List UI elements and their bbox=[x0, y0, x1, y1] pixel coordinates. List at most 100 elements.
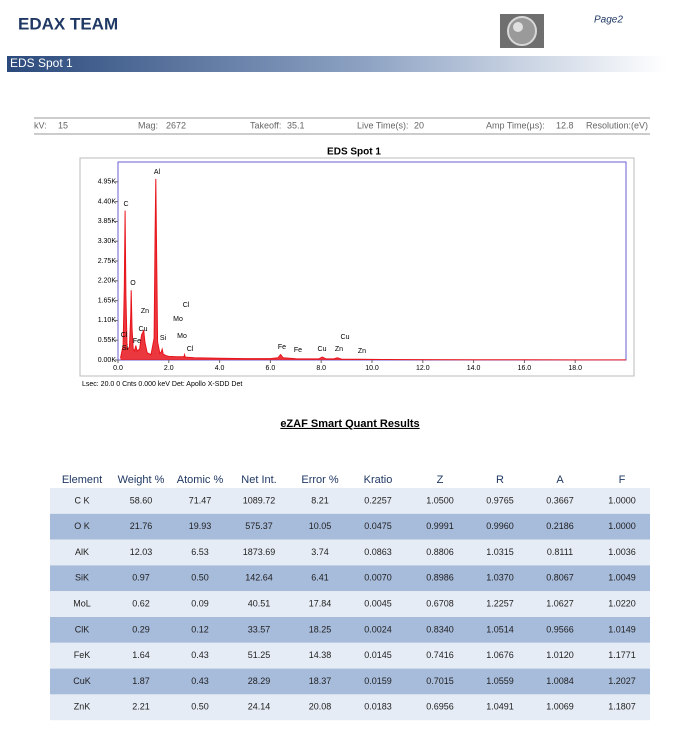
x-tick-label: 10.0 bbox=[365, 365, 379, 372]
x-tick-label: 12.0 bbox=[416, 365, 430, 372]
y-tick-label: 1.65K bbox=[98, 297, 117, 304]
banner-text: EDS Spot 1 bbox=[10, 56, 73, 70]
peak-label: Zn bbox=[141, 308, 149, 315]
peak-label: O bbox=[130, 280, 136, 287]
table-cell: 0.0475 bbox=[364, 521, 392, 531]
table-cell: 575.37 bbox=[245, 521, 273, 531]
column-header: Z bbox=[437, 474, 444, 486]
table-cell: 28.29 bbox=[248, 676, 271, 686]
table-cell: 1.0000 bbox=[608, 521, 636, 531]
table-cell: C K bbox=[74, 495, 89, 505]
table-cell: 0.0070 bbox=[364, 573, 392, 583]
table-cell: 1.0000 bbox=[608, 495, 636, 505]
peak-label: Cu bbox=[318, 346, 327, 353]
table-row bbox=[50, 488, 650, 514]
x-tick-label: 6.0 bbox=[266, 365, 276, 372]
table-cell: 1.0627 bbox=[546, 598, 574, 608]
y-tick-label: 0.00K bbox=[98, 357, 117, 364]
table-cell: ClK bbox=[75, 624, 90, 634]
y-tick-label: 2.75K bbox=[98, 258, 117, 265]
table-cell: 8.21 bbox=[311, 495, 329, 505]
plot-area bbox=[117, 161, 627, 361]
y-tick-label: 2.20K bbox=[98, 278, 117, 285]
table-cell: 33.57 bbox=[248, 624, 271, 634]
y-tick-label: 3.30K bbox=[98, 238, 117, 245]
table-cell: 1.1771 bbox=[608, 650, 636, 660]
table-cell: O K bbox=[74, 521, 90, 531]
table-cell: 0.62 bbox=[132, 598, 150, 608]
peak-label: Si bbox=[122, 345, 129, 352]
table-cell: 51.25 bbox=[248, 650, 271, 660]
table-cell: CuK bbox=[73, 676, 91, 686]
table-cell: 1.0036 bbox=[608, 547, 636, 557]
table-cell: 1.0676 bbox=[486, 650, 514, 660]
table-cell: 3.74 bbox=[311, 547, 329, 557]
table-cell: 0.2186 bbox=[546, 521, 574, 531]
table-cell: 0.50 bbox=[191, 702, 209, 712]
table-row bbox=[50, 642, 650, 669]
table-cell: 0.8067 bbox=[546, 573, 574, 583]
peak-label: Cl bbox=[187, 346, 194, 353]
x-tick-label: 18.0 bbox=[568, 365, 582, 372]
table-cell: 0.8340 bbox=[426, 624, 454, 634]
peak-label: Cl bbox=[183, 302, 190, 309]
x-tick-label: 14.0 bbox=[467, 365, 481, 372]
info-text: 15 bbox=[58, 120, 68, 130]
x-tick-label: 8.0 bbox=[316, 365, 326, 372]
table-cell: 1.0370 bbox=[486, 573, 514, 583]
column-header: R bbox=[496, 474, 504, 486]
peak-label: Fe bbox=[278, 344, 286, 351]
table-cell: MoL bbox=[73, 598, 91, 608]
table-cell: 142.64 bbox=[245, 573, 273, 583]
table-cell: 0.97 bbox=[132, 573, 150, 583]
info-text: Amp Time(µs): bbox=[486, 120, 545, 130]
table-cell: 0.3667 bbox=[546, 495, 574, 505]
info-text: kV: bbox=[34, 120, 47, 130]
table-cell: 58.60 bbox=[130, 495, 153, 505]
table-cell: 0.50 bbox=[191, 573, 209, 583]
table-cell: 1.0084 bbox=[546, 676, 574, 686]
logo-icon bbox=[500, 14, 544, 48]
chart-title: EDS Spot 1 bbox=[327, 147, 381, 158]
table-cell: 18.25 bbox=[309, 624, 332, 634]
table-cell: 0.09 bbox=[191, 598, 209, 608]
table-cell: 0.7015 bbox=[426, 676, 454, 686]
table-cell: 0.8806 bbox=[426, 547, 454, 557]
table-cell: 0.0145 bbox=[364, 650, 392, 660]
table-cell: 21.76 bbox=[130, 521, 153, 531]
table-cell: 1873.69 bbox=[243, 547, 276, 557]
column-header: F bbox=[619, 474, 626, 486]
chart-frame bbox=[79, 157, 635, 377]
table-cell: 6.53 bbox=[191, 547, 209, 557]
y-tick-label: 0.55K bbox=[98, 337, 117, 344]
info-text: Resolution:(eV) bbox=[586, 120, 648, 130]
table-cell: 0.0024 bbox=[364, 624, 392, 634]
peak-label: Cu bbox=[341, 334, 350, 341]
table-cell: 6.41 bbox=[311, 573, 329, 583]
peak-label: Zn bbox=[335, 346, 343, 353]
table-row bbox=[50, 694, 650, 721]
table-cell: 1.0315 bbox=[486, 547, 514, 557]
peak-label: Si bbox=[160, 335, 167, 342]
table-cell: 1.2027 bbox=[608, 676, 636, 686]
table-cell: ZnK bbox=[74, 702, 91, 712]
column-header: Weight % bbox=[118, 474, 165, 486]
table-cell: 1.2257 bbox=[486, 598, 514, 608]
table-cell: 0.6956 bbox=[426, 702, 454, 712]
table-row bbox=[50, 565, 650, 592]
table-cell: 24.14 bbox=[248, 702, 271, 712]
table-cell: 17.84 bbox=[309, 598, 332, 608]
table-cell: 1.0049 bbox=[608, 573, 636, 583]
table-cell: 0.9960 bbox=[486, 521, 514, 531]
table-row bbox=[50, 513, 650, 540]
y-tick-label: 1.10K bbox=[98, 317, 117, 324]
peak-label: Cu bbox=[139, 326, 148, 333]
table-cell: 0.9765 bbox=[486, 495, 514, 505]
peak-label: Zn bbox=[358, 348, 366, 355]
info-text: 35.1 bbox=[287, 120, 305, 130]
table-row bbox=[50, 668, 650, 695]
peak-label: Cl bbox=[121, 332, 128, 339]
table-cell: 0.9566 bbox=[546, 624, 574, 634]
table-cell: 0.8986 bbox=[426, 573, 454, 583]
